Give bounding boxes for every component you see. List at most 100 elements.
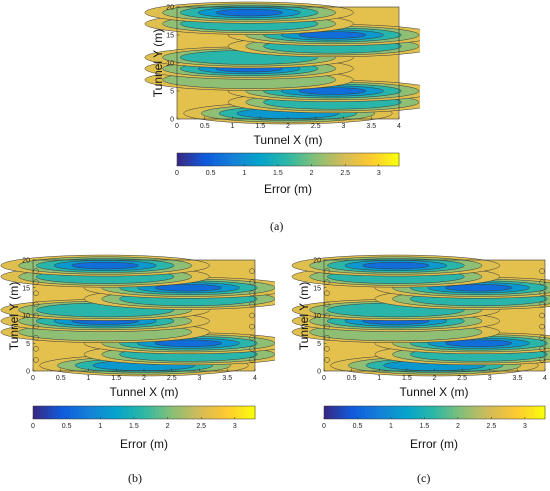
colorbar-segment: [155, 406, 160, 419]
colorbar-tick-label: 3: [377, 170, 381, 177]
colorbar-segment: [384, 153, 389, 166]
colorbar-segment: [288, 153, 293, 166]
colorbar-segment: [434, 406, 439, 419]
edge-artifact: [33, 279, 39, 285]
colorbar-segment: [430, 406, 436, 419]
colorbar-segment: [214, 406, 219, 419]
colorbar-segment: [438, 406, 443, 419]
colorbar-segment: [221, 153, 226, 166]
edge-artifact: [539, 357, 545, 363]
x-tick-label: 1: [377, 375, 381, 382]
colorbar-segment: [530, 406, 535, 419]
colorbar-segment: [522, 406, 528, 419]
colorbar-segment: [114, 406, 119, 419]
colorbar: 0 0.5 1 1.5 2 2.5 3: [322, 405, 546, 430]
x-tick-label: 3.5: [513, 375, 523, 382]
colorbar-segment: [206, 406, 212, 419]
colorbar-segment: [218, 406, 223, 419]
colorbar-segment: [526, 406, 531, 419]
edge-artifact: [249, 357, 255, 363]
colorbar-segment: [147, 406, 152, 419]
colorbar-segment: [73, 406, 78, 419]
colorbar-tick-label: 0.5: [62, 423, 72, 430]
colorbar-segment: [357, 406, 362, 419]
colorbar-segment: [177, 406, 182, 419]
edge-artifact: [539, 301, 545, 308]
colorbar-segment: [70, 406, 75, 419]
colorbar-segment: [397, 406, 402, 419]
colorbar-segment: [339, 153, 345, 166]
x-tick-label: 0: [322, 375, 326, 382]
colorbar-segment: [199, 153, 204, 166]
edge-artifact: [33, 346, 39, 352]
colorbar-segment: [508, 406, 513, 419]
edge-artifact: [539, 346, 545, 352]
colorbar-segment: [500, 406, 506, 419]
x-tick-label: 0.5: [347, 375, 357, 382]
x-tick-label: 2: [286, 123, 290, 130]
colorbar-segment: [387, 153, 393, 166]
colorbar-segment: [181, 406, 186, 419]
y-tick-label: 5: [26, 341, 30, 348]
colorbar-segment: [328, 153, 333, 166]
colorbar-segment: [33, 406, 38, 419]
x-tick-label: 0: [175, 123, 179, 130]
colorbar-segment: [188, 153, 193, 166]
colorbar-segment: [81, 406, 86, 419]
colorbar-segment: [375, 406, 380, 419]
colorbar-segment: [386, 406, 391, 419]
x-tick-label: 2.5: [457, 375, 467, 382]
colorbar-segment: [445, 406, 450, 419]
colorbar-segment: [358, 153, 363, 166]
contour-band: [445, 339, 513, 347]
edge-artifact: [539, 290, 545, 297]
colorbar-segment: [118, 406, 123, 419]
colorbar-segment: [338, 406, 344, 419]
y-ticks: 0 5 10 15 20: [313, 258, 327, 376]
colorbar-segment: [173, 406, 178, 419]
colorbar-segment: [228, 153, 234, 166]
y-tick-label: 10: [313, 313, 321, 320]
edge-artifact: [249, 334, 255, 341]
colorbar-segment: [110, 406, 115, 419]
colorbar-segment: [511, 406, 517, 419]
colorbar-tick-label: 0: [175, 170, 179, 177]
colorbar-segment: [180, 153, 185, 166]
x-tick-label: 2.5: [167, 375, 177, 382]
edge-artifact: [249, 323, 255, 330]
colorbar-segment: [306, 153, 311, 166]
edge-artifact: [249, 312, 255, 319]
x-axis-title: Tunnel X (m): [110, 385, 179, 399]
contour-band: [445, 284, 513, 292]
x-tick-label: 3: [488, 375, 492, 382]
y-tick-label: 20: [166, 5, 174, 12]
colorbar-segment: [423, 406, 428, 419]
colorbar-segment: [40, 406, 45, 419]
colorbar-segment: [254, 153, 259, 166]
colorbar-segment: [350, 153, 356, 166]
colorbar-segment: [247, 406, 252, 419]
colorbar-segment: [169, 406, 175, 419]
colorbar-segment: [177, 153, 182, 166]
x-tick-label: 4: [397, 123, 401, 130]
colorbar-segment: [497, 406, 502, 419]
colorbar-segment: [195, 153, 200, 166]
colorbar-segment: [362, 153, 367, 166]
y-tick-label: 5: [170, 89, 174, 96]
y-tick-label: 20: [22, 258, 30, 265]
colorbar-segment: [140, 406, 145, 419]
x-tick-label: 2.5: [311, 123, 321, 130]
colorbar-segment: [258, 153, 263, 166]
colorbar-segment: [36, 406, 41, 419]
colorbar-segment: [136, 406, 141, 419]
edge-artifact: [33, 301, 39, 308]
contour-band: [215, 8, 283, 17]
edge-artifact: [249, 279, 255, 285]
colorbar-segment: [401, 406, 406, 419]
y-tick-label: 5: [317, 341, 321, 348]
colorbar-segment: [162, 406, 167, 419]
edge-artifact: [249, 346, 255, 352]
colorbar-segment: [299, 153, 304, 166]
